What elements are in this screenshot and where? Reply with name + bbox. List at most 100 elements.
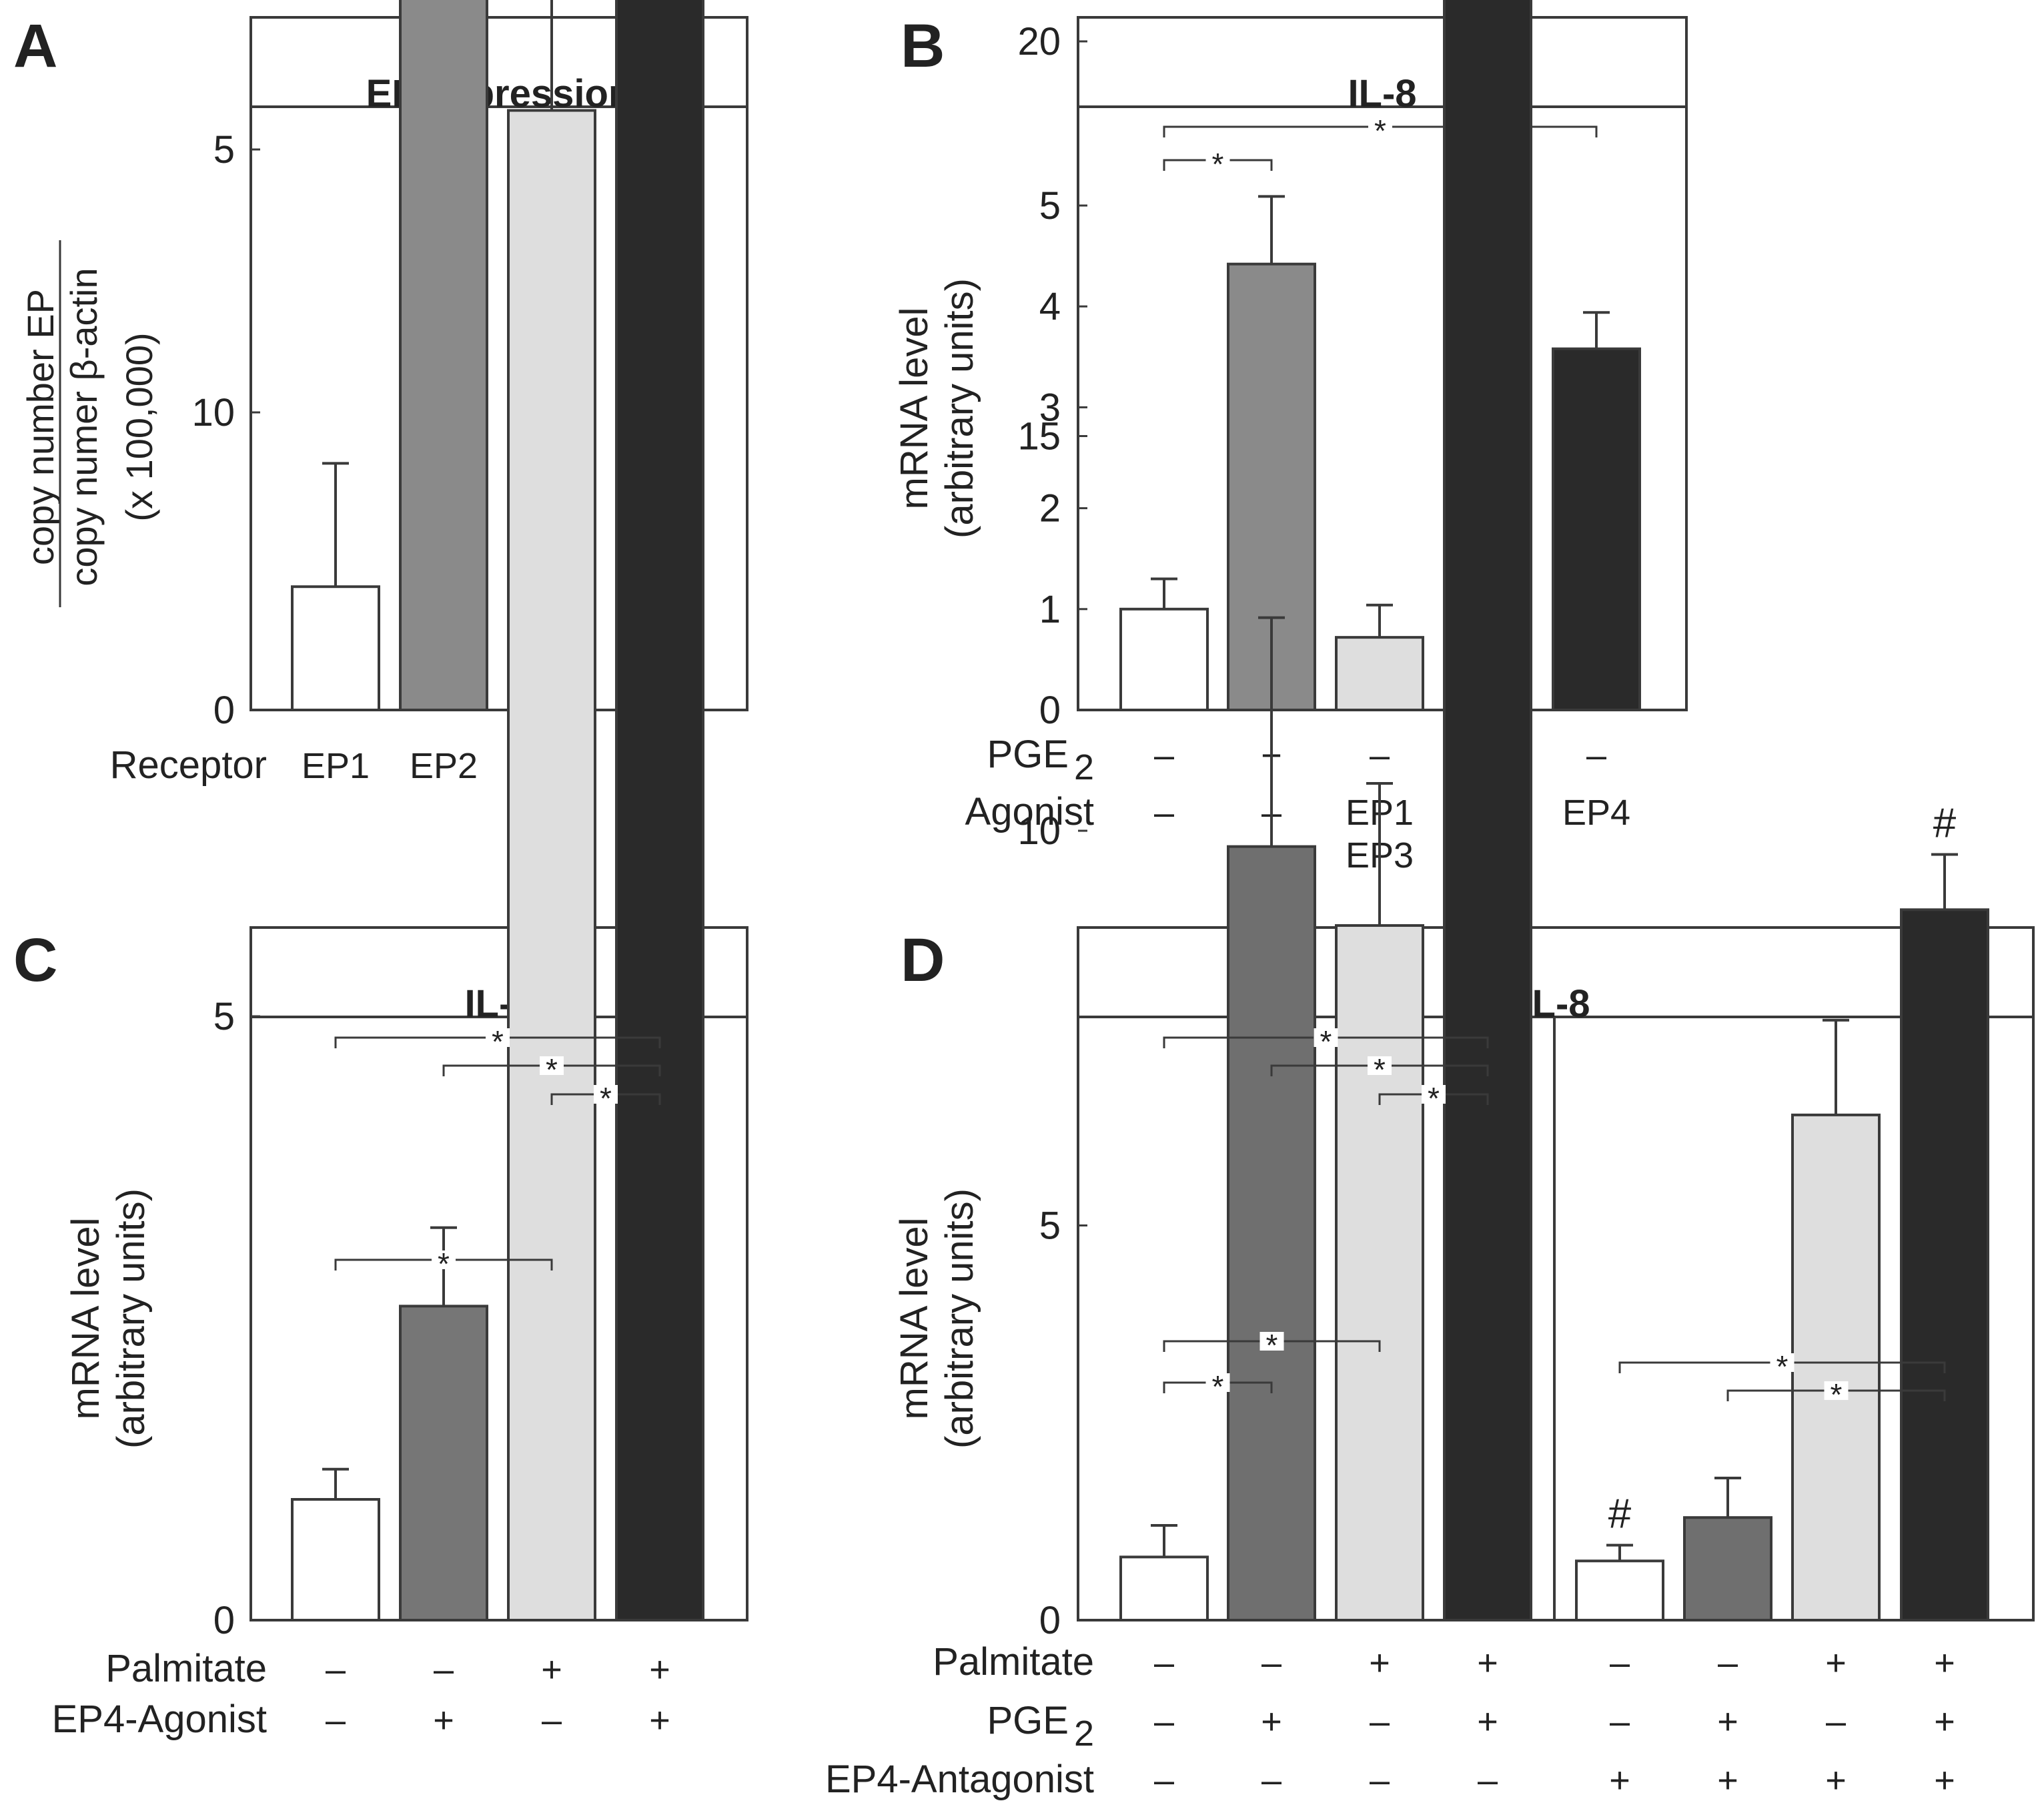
- bar: [1119, 1555, 1209, 1622]
- y-tick-label: 0: [213, 1599, 235, 1642]
- y-tick-label: 0: [213, 689, 235, 732]
- treatment-cell: –: [1370, 735, 1390, 775]
- treatment-cell: EP4: [1562, 793, 1630, 833]
- row-label: PGE: [987, 1699, 1069, 1742]
- treatment-cell: +: [649, 1700, 670, 1740]
- y-axis-label-units: (arbitrary units): [109, 1188, 153, 1449]
- significance-star-bg: [1205, 1373, 1230, 1392]
- treatment-cell: –: [1478, 1760, 1498, 1800]
- bar: [1227, 845, 1316, 1621]
- bar: [507, 109, 596, 1621]
- treatment-cell: +: [1934, 1760, 1955, 1800]
- significance-star: *: [1374, 1052, 1386, 1087]
- treatment-cell: –: [1154, 793, 1174, 833]
- significance-star-bg: [1314, 1028, 1338, 1047]
- significance-star: *: [1374, 113, 1386, 148]
- significance-star: *: [546, 1052, 558, 1087]
- panel-b: B IL-8 0 1 2 3 4 5 mRNA level (arbitrary units) * *…: [893, 12, 1688, 875]
- treatment-cell: –: [1154, 1760, 1174, 1800]
- y-tick-label: 0: [1039, 1599, 1061, 1642]
- y-axis-label-numerator: copy number EP: [19, 289, 61, 565]
- treatment-cell: +: [1825, 1760, 1847, 1800]
- treatment-cell: +: [1477, 1702, 1498, 1742]
- treatment-cell: +: [649, 1650, 670, 1690]
- row-label: EP4-Antagonist: [825, 1758, 1094, 1801]
- y-tick-label: 5: [1039, 184, 1061, 228]
- significance-star: *: [438, 1246, 450, 1281]
- y-axis-label-units: (arbitrary units): [938, 278, 981, 538]
- treatment-cell: +: [1717, 1702, 1738, 1742]
- y-tick-label: 2: [1039, 487, 1061, 530]
- panel-letter: B: [901, 12, 945, 80]
- row-label-subscript: 2: [1074, 1714, 1094, 1754]
- bar: [1335, 924, 1424, 1621]
- treatment-cell: +: [1609, 1760, 1630, 1800]
- significance-star-bg: [1824, 1381, 1849, 1400]
- treatment-cell: –: [1261, 1643, 1282, 1683]
- significance-star-bg: [1422, 1085, 1446, 1104]
- treatment-cell: +: [1477, 1643, 1498, 1683]
- bar: [1575, 1559, 1664, 1621]
- y-tick-label: 4: [1039, 285, 1061, 328]
- significance-star: *: [1776, 1349, 1788, 1384]
- bar: [399, 0, 488, 711]
- y-tick-label: 3: [1039, 386, 1061, 429]
- treatment-cell: –: [1826, 1702, 1846, 1742]
- y-tick-label: 5: [1039, 1204, 1061, 1248]
- panel-letter: A: [13, 12, 57, 80]
- plot-frame: [249, 16, 748, 711]
- bar: [291, 1498, 380, 1621]
- significance-star: *: [1831, 1377, 1843, 1412]
- y-axis-label-denominator: copy numer β-actin: [63, 268, 105, 586]
- bar: [1443, 0, 1532, 1621]
- y-axis-label-scale: (x 100,000): [118, 332, 160, 521]
- treatment-cell: –: [1261, 1760, 1282, 1800]
- panel-title: IL-8: [1348, 72, 1416, 115]
- y-axis-label-units: (arbitrary units): [938, 1188, 981, 1449]
- treatment-cell: –: [326, 1650, 346, 1690]
- significance-star: *: [1320, 1024, 1332, 1059]
- y-axis-label: mRNA level: [64, 1218, 107, 1420]
- y-tick-label: 10: [191, 391, 235, 434]
- panel-letter: C: [13, 926, 57, 994]
- treatment-cell: +: [1717, 1760, 1738, 1800]
- y-tick-label: 10: [1017, 809, 1061, 853]
- treatment-cell: +: [1934, 1643, 1955, 1683]
- significance-star: *: [492, 1024, 504, 1059]
- treatment-cell: –: [1370, 1702, 1390, 1742]
- y-tick-label: 1: [1039, 588, 1061, 631]
- treatment-cell: –: [1370, 1760, 1390, 1800]
- significance-mark: #: [1933, 800, 1957, 846]
- bar: [291, 585, 380, 712]
- treatment-cell: –: [1610, 1643, 1630, 1683]
- panel-letter: D: [901, 926, 945, 994]
- treatment-cell: –: [1154, 1702, 1174, 1742]
- treatment-cell: –: [1154, 1643, 1174, 1683]
- bar: [615, 0, 704, 1621]
- significance-star-bg: [1770, 1353, 1795, 1372]
- y-tick-label: 15: [1017, 415, 1061, 458]
- bar: [1683, 1516, 1772, 1621]
- significance-star-bg: [540, 1056, 564, 1075]
- treatment-cell: –: [1154, 735, 1174, 775]
- row-label: Receptor: [110, 743, 267, 787]
- panel-d: DIL-805101520253035mRNA level(arbitrary …: [825, 0, 2035, 1801]
- y-tick-label: 20: [1017, 20, 1061, 63]
- bar: [1552, 347, 1641, 711]
- significance-star-bg: [594, 1085, 618, 1104]
- treatment-cell: –: [326, 1700, 346, 1740]
- y-tick-label: 0: [1039, 689, 1061, 732]
- significance-star-bg: [1368, 1056, 1392, 1075]
- treatment-cell: +: [433, 1700, 454, 1740]
- y-axis-label: mRNA level: [893, 1218, 936, 1420]
- bar: [399, 1305, 488, 1622]
- x-tick-label: EP2: [410, 746, 478, 786]
- significance-star-bg: [486, 1028, 510, 1047]
- bar: [1335, 636, 1424, 711]
- plot-frame: [249, 926, 748, 1621]
- significance-star-bg: [432, 1250, 456, 1269]
- bar: [1900, 908, 1989, 1621]
- row-label: Agonist: [965, 790, 1094, 833]
